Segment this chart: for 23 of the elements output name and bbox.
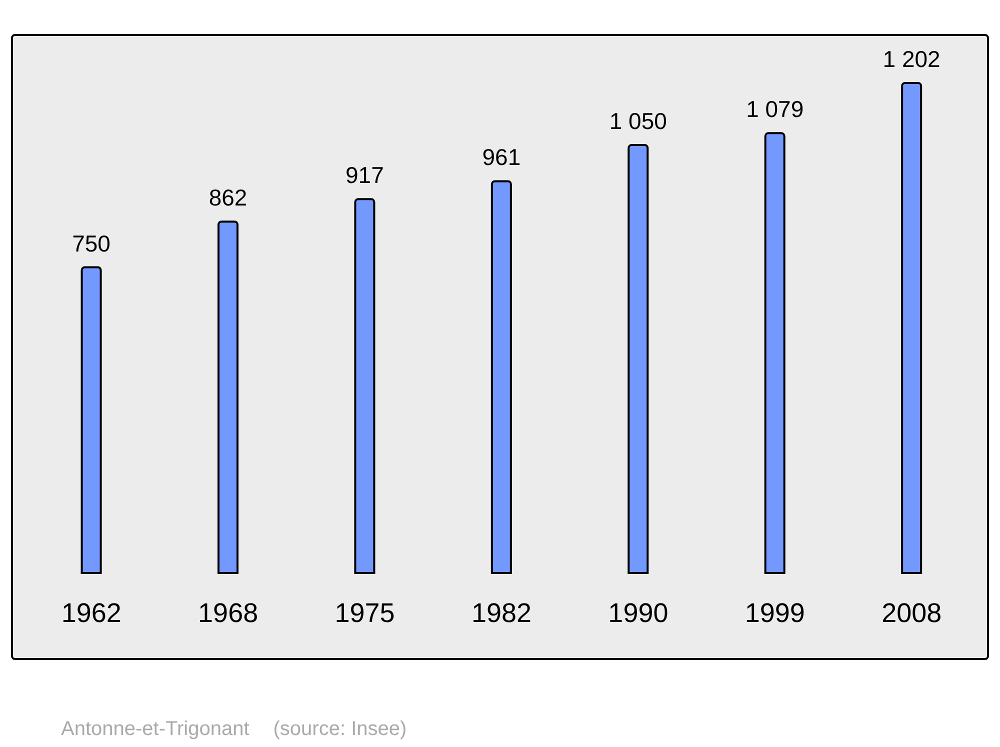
x-tick-label: 1968 [198,598,258,628]
data-label: 1 202 [882,46,940,72]
x-tick-label: 1962 [61,598,122,628]
x-tick-label: 1982 [471,598,532,628]
x-tick-label: 1990 [608,598,668,628]
x-tick-label: 1975 [334,598,395,628]
bar [490,180,512,574]
text: Antonne-et-Trigonant [61,718,250,741]
data-label: 961 [482,144,521,170]
data-label: 1 079 [746,96,804,122]
data-label: 750 [72,230,110,256]
bar [218,220,238,574]
bar [901,82,922,574]
bar [628,144,649,574]
bar [764,132,786,574]
bar [354,198,376,574]
x-tick-label: 1999 [744,598,805,628]
bar [80,266,102,574]
data-label: 917 [346,162,384,188]
x-tick-label: 2008 [882,598,942,628]
text: (source: Insee) [273,718,407,741]
data-label: 862 [208,184,248,211]
data-label: 1 050 [609,108,667,134]
